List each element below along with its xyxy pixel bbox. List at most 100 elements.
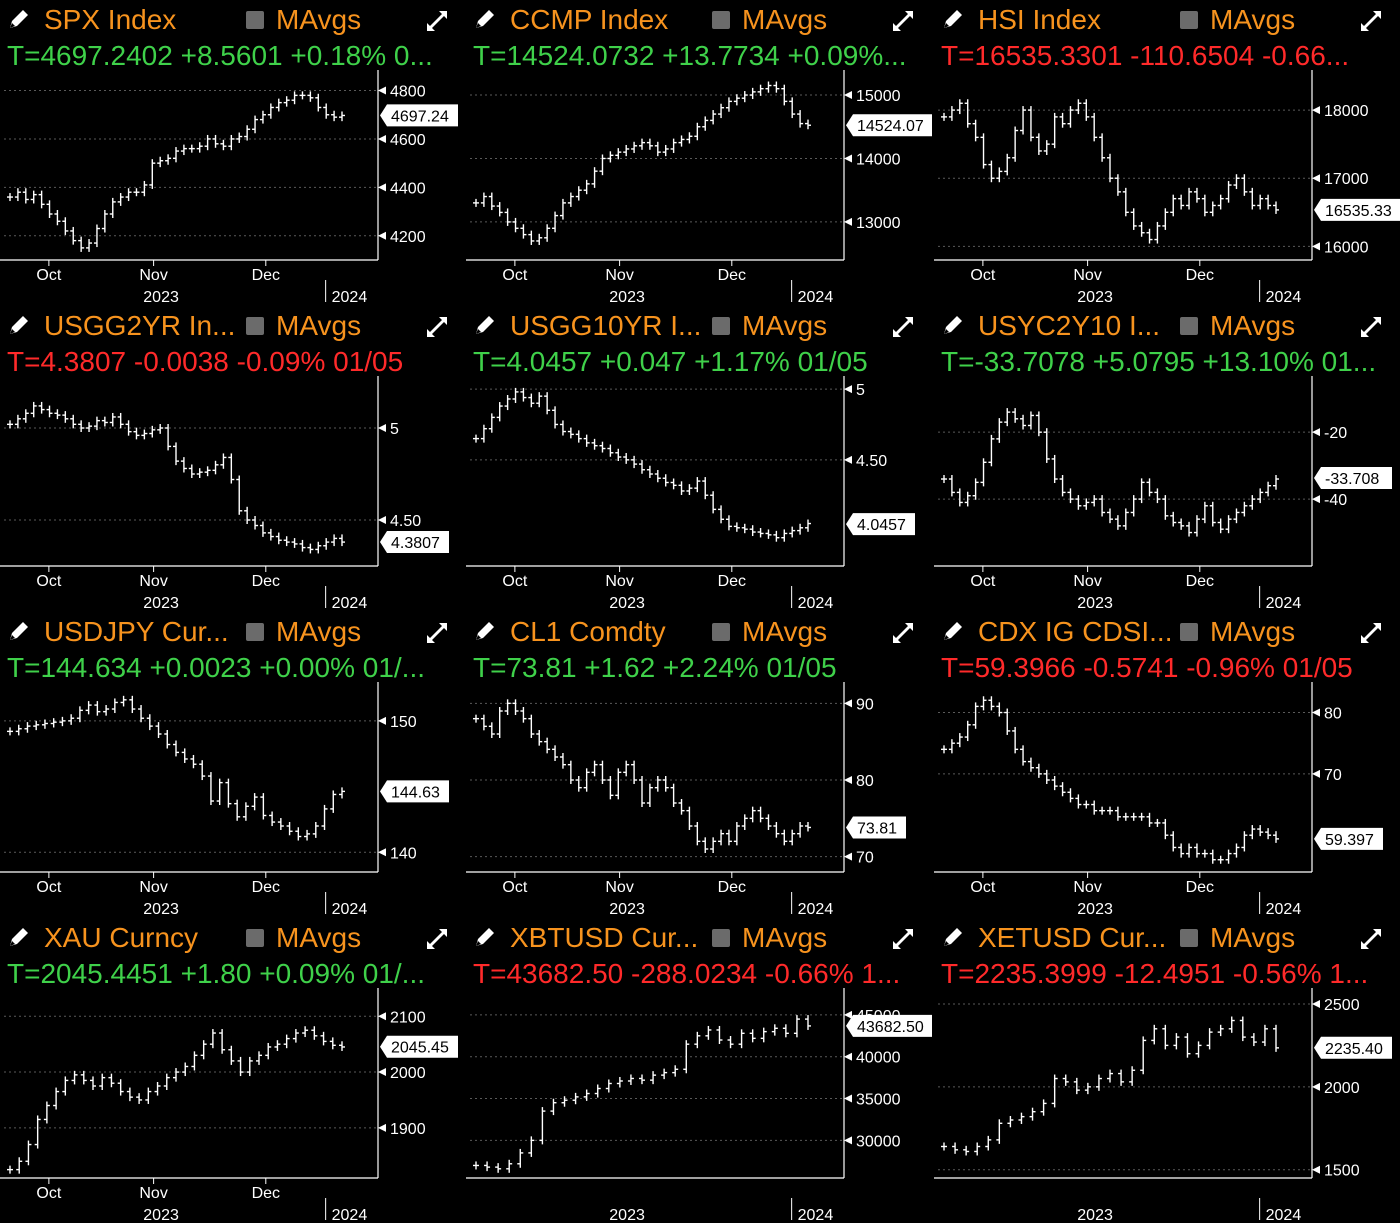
y-tick-mark bbox=[844, 91, 852, 100]
expand-icon[interactable] bbox=[424, 314, 450, 340]
y-tick-label: 4800 bbox=[390, 84, 426, 101]
expand-icon[interactable] bbox=[1358, 620, 1384, 646]
mavgs-label[interactable]: MAvgs bbox=[1210, 616, 1296, 647]
ticker-label[interactable]: USYC2Y10 I... bbox=[978, 310, 1161, 341]
year-label: 2023 bbox=[1077, 1207, 1113, 1223]
checkbox-icon[interactable] bbox=[1180, 623, 1198, 641]
last-price-label: 16535.33 bbox=[1325, 203, 1392, 220]
checkbox-icon[interactable] bbox=[1180, 317, 1198, 335]
pencil-icon[interactable] bbox=[940, 924, 966, 950]
expand-icon[interactable] bbox=[890, 314, 916, 340]
quote-line: T=4697.2402 +8.5601 +0.18% 0... bbox=[7, 40, 433, 71]
chart-panel-3[interactable]: HSI Index MAvgs T=16535.3301 -110.6504 -… bbox=[934, 0, 1400, 305]
mavgs-label[interactable]: MAvgs bbox=[742, 922, 828, 953]
expand-icon[interactable] bbox=[890, 926, 916, 952]
price-chart[interactable]: 4.50 5 Oct Nov Dec 2023 2024 4.0457 bbox=[466, 376, 932, 611]
chart-panel-2[interactable]: CCMP Index MAvgs T=14524.0732 +13.7734 +… bbox=[466, 0, 932, 305]
price-chart[interactable]: -40 -20 Oct Nov Dec 2023 2024 -33.708 bbox=[934, 376, 1400, 611]
checkbox-icon[interactable] bbox=[246, 11, 264, 29]
panel-header: USYC2Y10 I... MAvgs bbox=[934, 306, 1400, 346]
last-price-label: 59.397 bbox=[1325, 832, 1374, 849]
ticker-label[interactable]: XETUSD Cur... bbox=[978, 922, 1167, 953]
mavgs-label[interactable]: MAvgs bbox=[742, 4, 828, 35]
pencil-icon[interactable] bbox=[472, 312, 498, 338]
price-chart[interactable]: 1500 2000 2500 2023 2024 2235.40 bbox=[934, 988, 1400, 1223]
pencil-icon[interactable] bbox=[6, 924, 32, 950]
year-label: 2023 bbox=[143, 901, 179, 917]
checkbox-icon[interactable] bbox=[712, 11, 730, 29]
checkbox-icon[interactable] bbox=[246, 929, 264, 947]
ticker-label[interactable]: SPX Index bbox=[44, 4, 177, 35]
quote-line: T=144.634 +0.0023 +0.00% 01/... bbox=[7, 652, 426, 683]
expand-icon[interactable] bbox=[1358, 314, 1384, 340]
ticker-label[interactable]: XAU Curncy bbox=[44, 922, 199, 953]
expand-icon[interactable] bbox=[424, 620, 450, 646]
ticker-label[interactable]: HSI Index bbox=[978, 4, 1101, 35]
price-chart[interactable]: 16000 17000 18000 Oct Nov Dec 2023 2024 16535.33 bbox=[934, 70, 1400, 305]
ticker-label[interactable]: CDX IG CDSI... bbox=[978, 616, 1173, 647]
price-chart[interactable]: 4200 4400 4600 4800 Oct Nov Dec 2023 2024 4697.24 bbox=[0, 70, 466, 305]
ticker-label[interactable]: XBTUSD Cur... bbox=[510, 922, 699, 953]
checkbox-icon[interactable] bbox=[1180, 11, 1198, 29]
chart-panel-11[interactable]: XBTUSD Cur... MAvgs T=43682.50 -288.0234… bbox=[466, 918, 932, 1223]
price-chart[interactable]: 140 150 Oct Nov Dec 2023 2024 144.63 bbox=[0, 682, 466, 917]
pencil-icon[interactable] bbox=[472, 618, 498, 644]
y-tick-mark bbox=[844, 699, 852, 708]
pencil-icon[interactable] bbox=[940, 6, 966, 32]
mavgs-label[interactable]: MAvgs bbox=[1210, 310, 1296, 341]
price-chart[interactable]: 13000 14000 15000 Oct Nov Dec 2023 2024 14524.07 bbox=[466, 70, 932, 305]
ticker-label[interactable]: USDJPY Cur... bbox=[44, 616, 229, 647]
chart-panel-7[interactable]: USDJPY Cur... MAvgs T=144.634 +0.0023 +0… bbox=[0, 612, 466, 917]
ticker-label[interactable]: CL1 Comdty bbox=[510, 616, 666, 647]
pencil-icon[interactable] bbox=[6, 312, 32, 338]
price-chart[interactable]: 1900 2000 2100 Oct Nov Dec 2023 2024 2045.45 bbox=[0, 988, 466, 1223]
pencil-icon[interactable] bbox=[940, 618, 966, 644]
checkbox-icon[interactable] bbox=[246, 623, 264, 641]
checkbox-icon[interactable] bbox=[246, 317, 264, 335]
mavgs-label[interactable]: MAvgs bbox=[276, 922, 362, 953]
chart-panel-12[interactable]: XETUSD Cur... MAvgs T=2235.3999 -12.4951… bbox=[934, 918, 1400, 1223]
mavgs-label[interactable]: MAvgs bbox=[1210, 922, 1296, 953]
price-chart[interactable]: 4.50 5 Oct Nov Dec 2023 2024 4.3807 bbox=[0, 376, 466, 611]
price-chart[interactable]: 70 80 Oct Nov Dec 2023 2024 59.397 bbox=[934, 682, 1400, 917]
pencil-icon[interactable] bbox=[6, 6, 32, 32]
checkbox-icon[interactable] bbox=[1180, 929, 1198, 947]
x-tick-label: Dec bbox=[252, 879, 280, 896]
pencil-icon[interactable] bbox=[472, 6, 498, 32]
price-chart[interactable]: 300003500040000450002023202443682.50 bbox=[466, 988, 932, 1223]
expand-icon[interactable] bbox=[424, 8, 450, 34]
expand-icon[interactable] bbox=[890, 620, 916, 646]
pencil-icon[interactable] bbox=[940, 312, 966, 338]
y-tick-label: 2000 bbox=[390, 1065, 426, 1082]
mavgs-label[interactable]: MAvgs bbox=[276, 310, 362, 341]
pencil-icon[interactable] bbox=[6, 618, 32, 644]
chart-panel-1[interactable]: SPX Index MAvgs T=4697.2402 +8.5601 +0.1… bbox=[0, 0, 466, 305]
ticker-label[interactable]: USGG2YR In... bbox=[44, 310, 236, 341]
expand-icon[interactable] bbox=[1358, 926, 1384, 952]
y-tick-mark bbox=[378, 86, 386, 95]
year-label: 2024 bbox=[798, 1207, 834, 1223]
mavgs-label[interactable]: MAvgs bbox=[742, 310, 828, 341]
chart-panel-10[interactable]: XAU Curncy MAvgs T=2045.4451 +1.80 +0.09… bbox=[0, 918, 466, 1223]
mavgs-label[interactable]: MAvgs bbox=[1210, 4, 1296, 35]
last-price-box bbox=[846, 114, 932, 137]
mavgs-label[interactable]: MAvgs bbox=[742, 616, 828, 647]
ticker-label[interactable]: CCMP Index bbox=[510, 4, 669, 35]
checkbox-icon[interactable] bbox=[712, 317, 730, 335]
chart-panel-4[interactable]: USGG2YR In... MAvgs T=4.3807 -0.0038 -0.… bbox=[0, 306, 466, 611]
chart-panel-6[interactable]: USYC2Y10 I... MAvgs T=-33.7078 +5.0795 +… bbox=[934, 306, 1400, 611]
checkbox-icon[interactable] bbox=[712, 929, 730, 947]
panel-header: CCMP Index MAvgs bbox=[466, 0, 932, 40]
chart-panel-9[interactable]: CDX IG CDSI... MAvgs T=59.3966 -0.5741 -… bbox=[934, 612, 1400, 917]
chart-panel-8[interactable]: CL1 Comdty MAvgs T=73.81 +1.62 +2.24% 01… bbox=[466, 612, 932, 917]
mavgs-label[interactable]: MAvgs bbox=[276, 4, 362, 35]
chart-panel-5[interactable]: USGG10YR I... MAvgs T=4.0457 +0.047 +1.1… bbox=[466, 306, 932, 611]
checkbox-icon[interactable] bbox=[712, 623, 730, 641]
expand-icon[interactable] bbox=[890, 8, 916, 34]
ticker-label[interactable]: USGG10YR I... bbox=[510, 310, 702, 341]
price-chart[interactable]: 70 80 90 Oct Nov Dec 2023 2024 73.81 bbox=[466, 682, 932, 917]
pencil-icon[interactable] bbox=[472, 924, 498, 950]
expand-icon[interactable] bbox=[1358, 8, 1384, 34]
mavgs-label[interactable]: MAvgs bbox=[276, 616, 362, 647]
expand-icon[interactable] bbox=[424, 926, 450, 952]
